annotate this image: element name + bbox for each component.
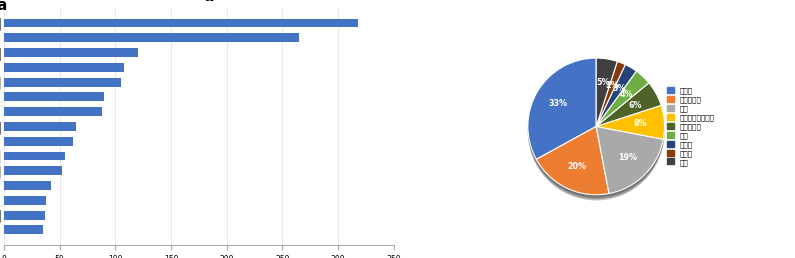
Bar <box>4 78 121 86</box>
Wedge shape <box>596 67 626 132</box>
Wedge shape <box>596 130 663 197</box>
Wedge shape <box>596 61 618 129</box>
Wedge shape <box>596 77 649 132</box>
Wedge shape <box>596 63 618 131</box>
Wedge shape <box>596 128 663 196</box>
Wedge shape <box>596 74 649 129</box>
Wedge shape <box>596 126 663 194</box>
Wedge shape <box>596 64 626 129</box>
Wedge shape <box>596 88 661 132</box>
Text: 6%: 6% <box>628 101 642 109</box>
Wedge shape <box>596 76 649 131</box>
Bar <box>4 19 358 27</box>
Wedge shape <box>528 62 596 163</box>
Wedge shape <box>528 64 596 165</box>
Wedge shape <box>528 61 596 162</box>
Wedge shape <box>596 75 649 130</box>
Wedge shape <box>596 66 636 127</box>
Wedge shape <box>596 132 663 199</box>
Wedge shape <box>596 68 636 130</box>
Bar <box>4 166 62 175</box>
Wedge shape <box>596 84 661 127</box>
Text: 3%: 3% <box>612 84 626 93</box>
Wedge shape <box>596 59 618 127</box>
Bar <box>4 48 138 57</box>
Text: b: b <box>204 0 215 4</box>
Wedge shape <box>596 62 626 127</box>
Wedge shape <box>537 130 609 199</box>
Wedge shape <box>596 110 665 144</box>
Wedge shape <box>596 87 661 130</box>
Wedge shape <box>596 107 665 141</box>
Wedge shape <box>537 128 609 197</box>
Wedge shape <box>596 88 661 131</box>
Wedge shape <box>596 108 665 142</box>
Wedge shape <box>537 132 609 200</box>
Wedge shape <box>596 64 636 126</box>
Wedge shape <box>596 62 618 130</box>
Bar <box>4 137 73 146</box>
Bar <box>4 92 104 101</box>
Text: 20%: 20% <box>568 162 587 171</box>
Wedge shape <box>528 63 596 164</box>
Text: 8%: 8% <box>634 119 647 128</box>
Wedge shape <box>596 85 661 128</box>
Wedge shape <box>596 69 636 131</box>
Text: 19%: 19% <box>619 153 637 162</box>
Wedge shape <box>596 67 636 128</box>
Wedge shape <box>596 58 618 126</box>
Wedge shape <box>596 83 661 126</box>
Wedge shape <box>596 66 626 131</box>
Wedge shape <box>596 73 649 128</box>
Text: 2%: 2% <box>606 80 619 90</box>
Bar <box>4 211 45 220</box>
Bar <box>4 181 51 190</box>
Bar <box>4 151 65 160</box>
Wedge shape <box>596 129 663 196</box>
Bar <box>4 63 124 72</box>
Wedge shape <box>596 60 618 128</box>
Bar <box>4 122 76 131</box>
Wedge shape <box>596 67 636 129</box>
Wedge shape <box>596 86 661 129</box>
Wedge shape <box>596 71 649 126</box>
Wedge shape <box>596 65 626 130</box>
Wedge shape <box>596 64 618 132</box>
Wedge shape <box>528 58 596 159</box>
Wedge shape <box>537 126 609 195</box>
Text: 4%: 4% <box>620 90 634 99</box>
Wedge shape <box>596 61 626 126</box>
Bar <box>4 33 299 42</box>
Bar <box>4 225 43 234</box>
Wedge shape <box>596 63 626 128</box>
Wedge shape <box>596 105 665 139</box>
Wedge shape <box>596 72 649 127</box>
Wedge shape <box>596 106 665 140</box>
Wedge shape <box>537 131 609 199</box>
Wedge shape <box>528 59 596 160</box>
Wedge shape <box>537 129 609 198</box>
Wedge shape <box>596 111 665 145</box>
Wedge shape <box>596 131 663 198</box>
Bar <box>4 196 46 205</box>
Text: 5%: 5% <box>596 78 610 87</box>
Wedge shape <box>537 127 609 196</box>
Wedge shape <box>528 60 596 161</box>
Text: 33%: 33% <box>549 99 568 108</box>
Text: a: a <box>0 0 6 13</box>
Bar <box>4 107 102 116</box>
Wedge shape <box>596 127 663 195</box>
Wedge shape <box>596 109 665 143</box>
Legend: 초콜릿, 당류가공품, 빵류, 기타코코아가공품, 기타가공품, 과자, 캔디류, 잼슐류, 기타: 초콜릿, 당류가공품, 빵류, 기타코코아가공품, 기타가공품, 과자, 캔디류… <box>666 86 716 166</box>
Wedge shape <box>596 70 636 132</box>
